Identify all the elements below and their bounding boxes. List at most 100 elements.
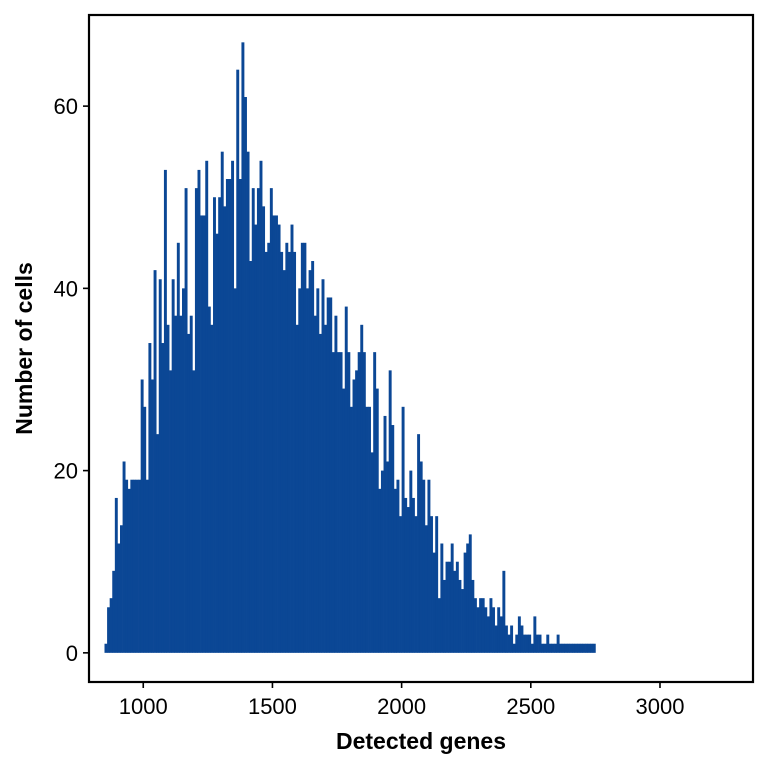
histogram-bar [525, 634, 529, 653]
histogram-bar [197, 169, 201, 653]
histogram-bar [440, 543, 444, 653]
histogram-bar [422, 479, 426, 653]
histogram-bar [285, 242, 289, 653]
y-tick-label: 60 [54, 94, 78, 119]
histogram-bar [504, 625, 508, 653]
histogram-bar [107, 607, 111, 653]
histogram-bar [112, 570, 116, 653]
histogram-bar [241, 42, 245, 653]
histogram-bar [510, 625, 514, 653]
histogram-bar [223, 206, 227, 653]
histogram-bar [176, 242, 180, 653]
histogram-bar [479, 598, 483, 653]
histogram-bar [564, 643, 568, 653]
histogram-bar [194, 188, 198, 653]
histogram-bar [287, 251, 291, 653]
histogram-bar [448, 561, 452, 653]
histogram-bar [473, 598, 477, 653]
histogram-bar [308, 270, 312, 653]
histogram-bar [318, 333, 322, 653]
histogram-bar [347, 352, 351, 653]
histogram-bar [515, 634, 519, 653]
histogram-bar [535, 634, 539, 653]
histogram-bar [169, 370, 173, 653]
histogram-bar [215, 233, 219, 653]
histogram-bar [166, 324, 170, 653]
histogram-bar [321, 279, 325, 653]
histogram-bar [579, 643, 583, 653]
histogram-bar [476, 607, 480, 653]
histogram-bar [427, 479, 431, 653]
histogram-bar [411, 497, 415, 653]
histogram-bar [117, 543, 121, 653]
histogram-bar [401, 406, 405, 653]
histogram-bar [486, 616, 490, 653]
histogram-bar [122, 461, 126, 653]
histogram-bar [373, 352, 377, 653]
histogram-bar [311, 261, 315, 653]
histogram-bar [533, 616, 537, 653]
histogram-bar [148, 343, 152, 653]
histogram-bar [424, 525, 428, 653]
histogram-bar [339, 352, 343, 653]
histogram-bar [298, 288, 302, 653]
histogram-bar [132, 479, 136, 653]
histogram-bar [528, 634, 532, 653]
histogram-bar [492, 607, 495, 653]
histogram-bar [494, 625, 498, 653]
histogram-bar [572, 643, 576, 653]
histogram-bar [481, 598, 485, 653]
histogram-bar [272, 215, 276, 653]
histogram-bar [158, 279, 162, 653]
histogram-bar [303, 242, 307, 653]
histogram-bar [463, 552, 467, 653]
histogram-bar [409, 470, 413, 653]
histogram-bar [538, 634, 542, 653]
histogram-bar [262, 206, 266, 653]
histogram-bar [517, 616, 521, 653]
histogram-bar [453, 570, 457, 653]
histogram-bar [324, 324, 328, 653]
histogram-bar [484, 607, 488, 653]
histogram-bar [380, 470, 384, 653]
histogram-bar [275, 215, 278, 653]
histogram-bar [143, 406, 147, 653]
histogram-bar [236, 69, 240, 653]
histogram-bar [357, 352, 361, 653]
histogram-bar [182, 288, 185, 653]
histogram-bar [352, 379, 356, 653]
y-axis: 0 20 40 60 [54, 94, 89, 666]
histogram-bar [316, 288, 320, 653]
histogram-bar [210, 324, 214, 653]
histogram-bar [228, 179, 232, 653]
histogram-bar [213, 197, 216, 653]
histogram-bar [520, 625, 524, 653]
histogram-bar [582, 643, 586, 653]
histogram-bar [145, 479, 149, 653]
histogram-bar [120, 525, 123, 653]
x-tick-label: 1000 [119, 694, 168, 719]
histogram-bar [174, 315, 178, 653]
histogram-bar [512, 643, 516, 653]
histogram-bar [329, 297, 333, 653]
histogram-bar [331, 352, 335, 653]
histogram-bar [466, 543, 470, 653]
x-tick-label: 2500 [506, 694, 555, 719]
histogram-bar [202, 215, 206, 653]
histogram-bar [360, 324, 364, 653]
histogram-bar [293, 251, 297, 653]
histogram-bar [140, 379, 144, 653]
histogram-bar [577, 643, 581, 653]
histogram-bar [342, 388, 346, 653]
histogram-bar [205, 160, 209, 653]
histogram-bar [399, 516, 402, 653]
histogram-bar [277, 224, 281, 653]
histogram-bar [551, 643, 555, 653]
histogram-bar [585, 643, 588, 653]
histogram-bar [365, 406, 369, 653]
histogram-bar [507, 634, 511, 653]
histogram-bar [151, 379, 154, 653]
histogram-bar [471, 579, 475, 653]
histogram-bar [225, 179, 229, 653]
